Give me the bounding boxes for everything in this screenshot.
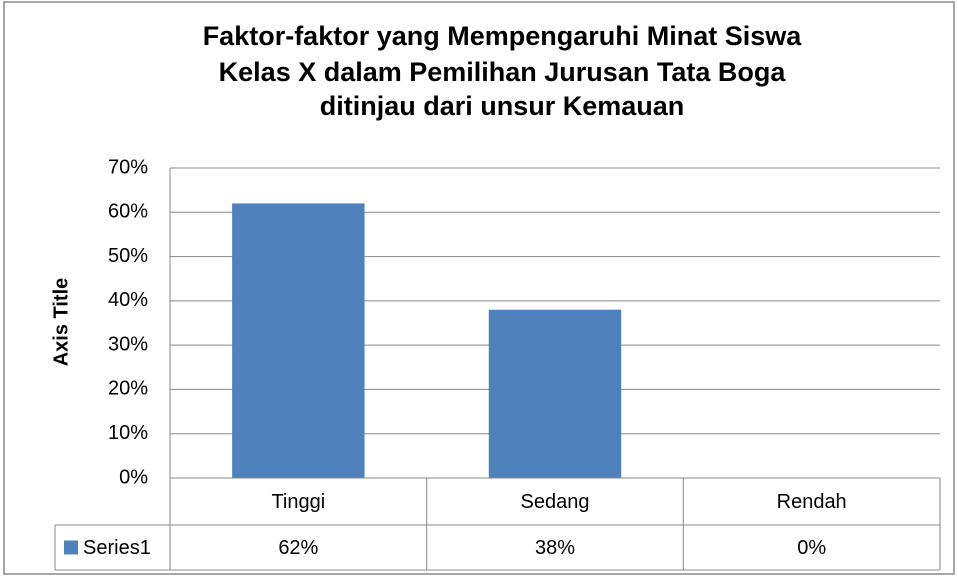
chart-title: Kelas X dalam Pemilihan Jurusan Tata Bog… — [219, 57, 787, 87]
x-tick-label: Rendah — [777, 491, 847, 513]
x-tick-label: Tinggi — [271, 491, 325, 513]
y-tick-label: 0% — [119, 466, 148, 488]
chart-border — [3, 1, 955, 575]
y-tick-label: 60% — [108, 201, 148, 223]
y-tick-label: 30% — [108, 333, 148, 355]
data-table-value: 38% — [535, 537, 575, 559]
x-tick-label: Sedang — [521, 491, 590, 513]
chart-title: Faktor-faktor yang Mempengaruhi Minat Si… — [203, 21, 803, 51]
y-axis-title: Axis Title — [50, 278, 72, 367]
y-tick-label: 40% — [108, 289, 148, 311]
y-tick-label: 10% — [108, 422, 148, 444]
y-tick-label: 70% — [108, 156, 148, 178]
data-table-value: 62% — [278, 537, 318, 559]
legend-swatch — [64, 540, 78, 555]
bar — [488, 309, 622, 478]
bar — [232, 203, 365, 478]
y-tick-label: 20% — [108, 378, 148, 400]
data-table-value: 0% — [797, 537, 826, 559]
chart-title: ditinjau dari unsur Kemauan — [320, 91, 685, 121]
legend-label: Series1 — [83, 537, 151, 559]
y-tick-label: 50% — [108, 245, 148, 267]
